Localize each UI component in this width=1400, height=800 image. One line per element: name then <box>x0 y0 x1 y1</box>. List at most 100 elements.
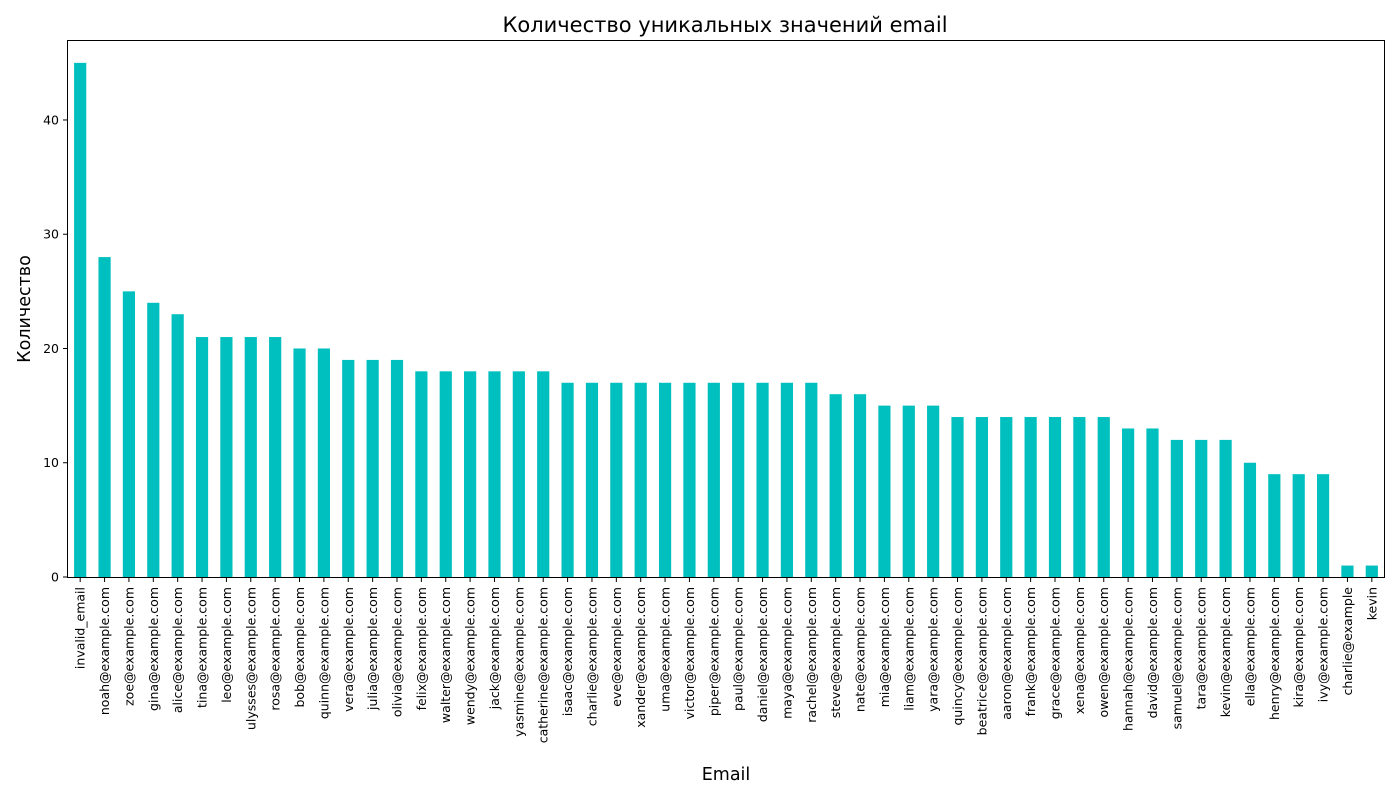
x-tick-label: maya@example.com <box>779 587 794 719</box>
x-tick-label: kevin@example.com <box>1218 587 1233 717</box>
x-tick-label: leo@example.com <box>219 587 234 703</box>
x-tick-label: ella@example.com <box>1242 587 1257 706</box>
x-tick-label: eve@example.com <box>609 587 624 707</box>
bar-17 <box>488 371 501 577</box>
x-tick-label: bob@example.com <box>292 587 307 708</box>
x-tick-label: tara@example.com <box>1194 587 1209 709</box>
bar-48 <box>1243 462 1257 577</box>
bar-14 <box>415 371 428 577</box>
y-axis-ticks: 0 10 20 30 40 <box>43 112 68 585</box>
bar-50 <box>1292 474 1305 577</box>
x-tick-label: victor@example.com <box>682 587 697 719</box>
x-tick-label: ivy@example.com <box>1316 587 1331 702</box>
bar-28 <box>756 382 769 577</box>
bar-37 <box>975 417 988 577</box>
bar-7 <box>244 337 257 577</box>
x-tick-label: catherine@example.com <box>536 587 551 743</box>
x-tick-label: grace@example.com <box>1048 587 1063 719</box>
y-tick-label: 0 <box>51 570 59 585</box>
x-tick-label: uma@example.com <box>658 587 673 712</box>
x-tick-label: samuel@example.com <box>1169 587 1184 729</box>
x-tick-label: paul@example.com <box>731 587 746 711</box>
x-tick-label: owen@example.com <box>1096 587 1111 717</box>
bar-18 <box>512 371 525 577</box>
x-tick-label: olivia@example.com <box>390 587 405 717</box>
bar-12 <box>366 359 379 577</box>
chart-title: Количество уникальных значений email <box>502 13 947 37</box>
bar-35 <box>927 405 940 577</box>
bar-10 <box>317 348 330 577</box>
y-tick-label: 40 <box>43 112 59 127</box>
bar-34 <box>902 405 915 577</box>
y-tick-label: 10 <box>43 455 59 470</box>
x-tick-label: isaac@example.com <box>560 587 575 716</box>
bar-52 <box>1341 565 1354 577</box>
bar-32 <box>853 394 867 577</box>
x-tick-label: charlie@example <box>1340 587 1355 696</box>
x-tick-label: frank@example.com <box>1023 587 1038 716</box>
bar-6 <box>220 337 233 577</box>
bar-40 <box>1048 417 1062 577</box>
x-tick-label: henry@example.com <box>1267 587 1282 720</box>
x-tick-label: gina@example.com <box>146 587 161 711</box>
x-axis-ticks: invalid_email noah@example.com zoe@example… <box>73 577 1379 743</box>
bar-27 <box>732 382 745 577</box>
bar-47 <box>1219 439 1232 577</box>
bar-38 <box>1000 417 1013 577</box>
x-tick-label: alice@example.com <box>170 587 185 713</box>
bar-1 <box>98 257 111 577</box>
bar-42 <box>1097 417 1110 577</box>
bar-16 <box>464 371 477 577</box>
plot-frame <box>67 40 1385 578</box>
x-tick-label: ulysses@example.com <box>243 587 258 730</box>
x-tick-label: jack@example.com <box>487 587 502 710</box>
x-tick-label: xena@example.com <box>1072 587 1087 714</box>
bar-43 <box>1122 428 1135 577</box>
x-tick-label: rachel@example.com <box>804 587 819 723</box>
x-tick-label: liam@example.com <box>901 587 916 711</box>
x-tick-label: invalid_email <box>73 587 88 669</box>
x-tick-label: julia@example.com <box>365 587 380 711</box>
x-tick-label: beatrice@example.com <box>974 587 989 735</box>
x-tick-label: hannah@example.com <box>1121 587 1136 731</box>
bar-31 <box>829 394 842 577</box>
x-tick-label: charlie@example.com <box>584 587 599 726</box>
bar-45 <box>1170 439 1183 577</box>
bar-36 <box>951 417 964 577</box>
bar-5 <box>195 337 209 577</box>
x-tick-label: quincy@example.com <box>950 587 965 726</box>
x-tick-label: david@example.com <box>1145 587 1160 718</box>
bar-49 <box>1268 474 1281 577</box>
y-tick-label: 20 <box>43 341 59 356</box>
bar-9 <box>293 348 306 577</box>
x-tick-label: rosa@example.com <box>268 587 283 711</box>
bar-44 <box>1146 428 1159 577</box>
x-tick-label: vera@example.com <box>341 587 356 712</box>
bar-25 <box>683 382 696 577</box>
bar-0 <box>74 62 87 578</box>
bar-29 <box>780 382 794 577</box>
x-axis-title: Email <box>702 765 751 785</box>
x-tick-label: yasmine@example.com <box>511 587 526 737</box>
bar-53 <box>1365 565 1378 577</box>
x-tick-label: nate@example.com <box>853 587 868 712</box>
bar-4 <box>171 314 184 577</box>
bar-24 <box>658 382 672 577</box>
bar-3 <box>147 302 160 577</box>
y-axis-title: Количество <box>15 255 35 363</box>
x-tick-label: walter@example.com <box>438 587 453 723</box>
x-tick-label: felix@example.com <box>414 587 429 710</box>
bar-20 <box>561 382 574 577</box>
x-tick-label: daniel@example.com <box>755 587 770 722</box>
x-tick-label: zoe@example.com <box>121 587 136 706</box>
x-tick-label: kevin <box>1364 587 1379 620</box>
bars-group <box>74 62 1378 578</box>
y-tick-label: 30 <box>43 227 59 242</box>
x-tick-label: steve@example.com <box>828 587 843 718</box>
x-tick-label: kira@example.com <box>1291 587 1306 707</box>
bar-41 <box>1073 417 1086 577</box>
x-tick-label: wendy@example.com <box>463 587 478 725</box>
x-tick-label: piper@example.com <box>706 587 721 716</box>
x-tick-label: tina@example.com <box>195 587 210 708</box>
x-tick-label: mia@example.com <box>877 587 892 707</box>
